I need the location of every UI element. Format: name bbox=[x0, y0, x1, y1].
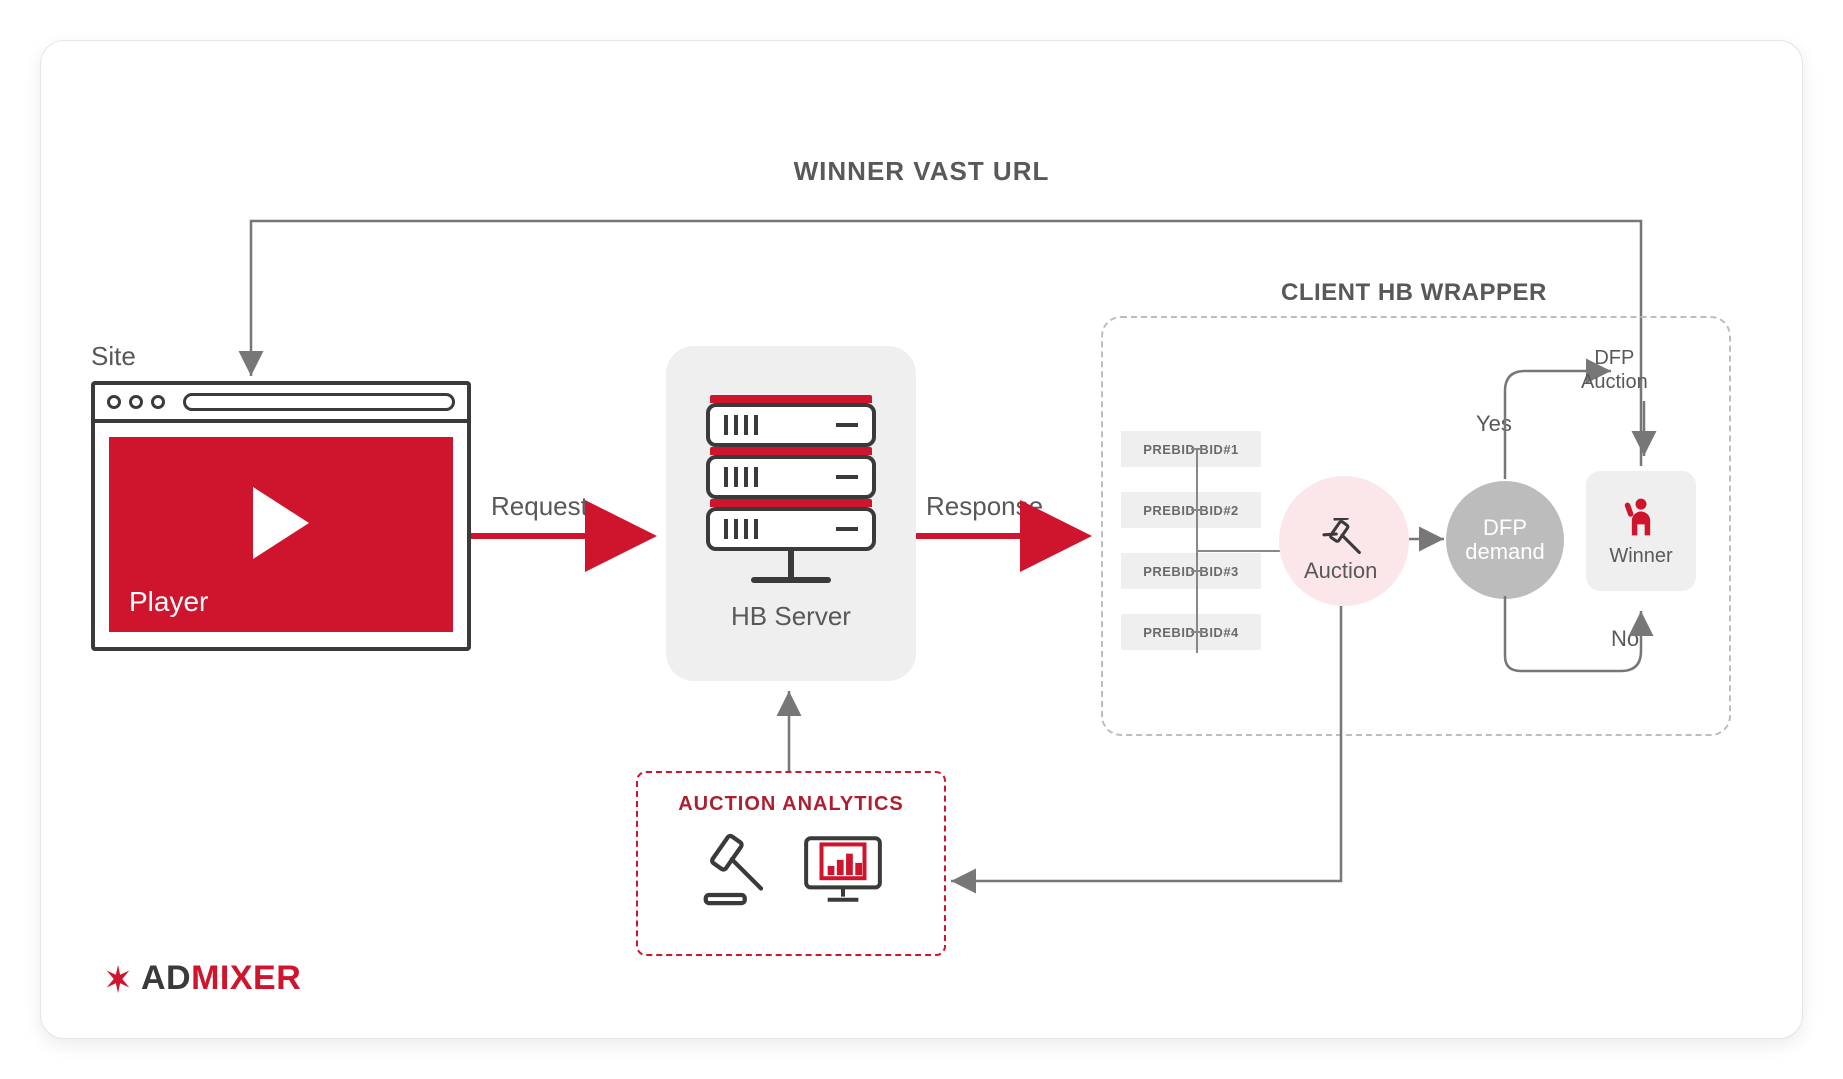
hb-server: HB Server bbox=[666, 346, 916, 681]
asterisk-icon bbox=[101, 962, 135, 996]
winner-vast-url-title: WINNER VAST URL bbox=[794, 156, 1050, 187]
logo-suffix: MIXER bbox=[191, 959, 301, 997]
request-label: Request bbox=[491, 491, 588, 522]
winner-node: Winner bbox=[1586, 471, 1696, 591]
window-dot-icon bbox=[129, 395, 143, 409]
dfp-demand-line1: DFP bbox=[1483, 516, 1527, 540]
winner-label: Winner bbox=[1609, 545, 1672, 568]
site-browser: Player bbox=[91, 381, 471, 651]
browser-toolbar bbox=[95, 385, 467, 423]
video-player: Player bbox=[109, 437, 453, 632]
dfp-auction-label: DFP Auction bbox=[1581, 346, 1648, 394]
window-dot-icon bbox=[151, 395, 165, 409]
dfp-auction-line1: DFP bbox=[1581, 346, 1648, 370]
bid-chip: PREBID BID#1 bbox=[1121, 431, 1261, 467]
bid-chip: PREBID BID#3 bbox=[1121, 553, 1261, 589]
person-raised-hand-icon bbox=[1619, 495, 1663, 539]
site-label: Site bbox=[91, 341, 136, 372]
analytics-monitor-icon bbox=[800, 830, 886, 908]
logo-text: ADMIXER bbox=[141, 959, 301, 998]
response-label: Response bbox=[926, 491, 1043, 522]
auction-analytics-box: AUCTION ANALYTICS bbox=[636, 771, 946, 956]
window-dot-icon bbox=[107, 395, 121, 409]
dfp-demand-line2: demand bbox=[1465, 540, 1545, 564]
hb-server-label: HB Server bbox=[731, 601, 851, 632]
dfp-auction-line2: Auction bbox=[1581, 370, 1648, 394]
bid-list: PREBID BID#1 PREBID BID#2 PREBID BID#3 P… bbox=[1121, 431, 1261, 650]
no-label: No bbox=[1611, 626, 1639, 652]
edge-analytics-to-server bbox=[781, 686, 801, 776]
client-hb-wrapper-label: CLIENT HB WRAPPER bbox=[1281, 279, 1547, 307]
bid-chip: PREBID BID#4 bbox=[1121, 614, 1261, 650]
logo-prefix: AD bbox=[141, 959, 191, 997]
bid-chip: PREBID BID#2 bbox=[1121, 492, 1261, 528]
gavel-icon bbox=[696, 830, 774, 908]
auction-label: Auction bbox=[1304, 558, 1377, 584]
analytics-title: AUCTION ANALYTICS bbox=[678, 793, 904, 816]
auction-node bbox=[1279, 476, 1409, 606]
url-bar-icon bbox=[183, 393, 455, 411]
play-icon bbox=[253, 487, 309, 559]
yes-label: Yes bbox=[1476, 411, 1512, 437]
edge-request bbox=[471, 526, 671, 556]
dfp-demand-node: DFP demand bbox=[1446, 481, 1564, 599]
admixer-logo: ADMIXER bbox=[101, 959, 301, 998]
player-label: Player bbox=[129, 586, 208, 618]
server-stack-icon bbox=[706, 395, 876, 551]
diagram-card: WINNER VAST URL Site Player Request bbox=[40, 40, 1803, 1039]
edge-response bbox=[916, 526, 1106, 556]
